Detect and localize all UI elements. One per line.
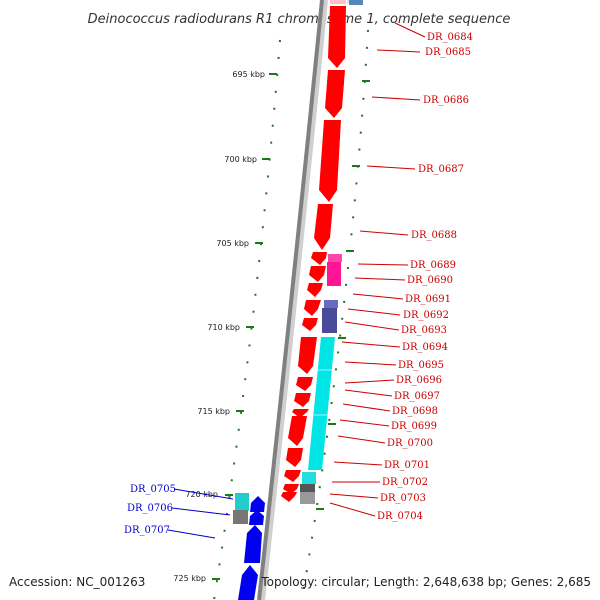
gene-label[interactable]: DR_0704 [377,511,423,522]
gene-dr0703[interactable] [281,492,297,502]
reverse-genes [238,496,265,600]
feature-blocks [233,254,342,524]
feature-magenta[interactable] [327,262,341,286]
gene-dr0691[interactable] [307,283,323,297]
right-gene-labels: DR_0684 DR_0685 DR_0686 DR_0687 DR_0688 … [377,32,473,522]
gene-label[interactable]: DR_0705 [130,484,176,495]
gene-dr0690[interactable] [309,266,326,282]
outer-tick-marks [316,80,370,510]
gene-label[interactable]: DR_0688 [411,230,457,241]
tick-label: 710 kbp [207,323,240,332]
gene-label[interactable]: DR_0698 [392,406,438,417]
gene-label[interactable]: DR_0694 [402,342,448,353]
gene-label[interactable]: DR_0701 [384,460,430,471]
tick-label: 725 kbp [173,574,206,583]
gene-label[interactable]: DR_0702 [382,477,428,488]
gene-label[interactable]: DR_0689 [410,260,456,271]
gene-dr0708[interactable] [238,565,258,600]
gene-label[interactable]: DR_0695 [398,360,444,371]
gene-label-connectors [329,22,426,517]
left-gene-labels: DR_0705 DR_0706 DR_0707 [124,484,176,536]
gene-dr0698[interactable] [292,409,309,418]
feature-grey-left[interactable] [233,510,248,524]
gene-label[interactable]: DR_0706 [127,503,173,514]
gene-dr0697[interactable] [294,393,311,407]
tick-label: 720 kbp [185,490,218,499]
gene-dr0692[interactable] [304,300,321,316]
gene-label[interactable]: DR_0697 [394,391,440,402]
gene-label[interactable]: DR_0691 [405,294,451,305]
forward-genes [281,0,363,502]
feature-grey-dark[interactable] [300,484,315,492]
gene-label[interactable]: DR_0696 [396,375,442,386]
gene-dr0685[interactable] [328,6,346,68]
feature-magenta-light[interactable] [328,254,342,262]
gene-label[interactable]: DR_0700 [387,438,433,449]
gene-dr0699[interactable] [288,416,307,446]
gene-dr0705[interactable] [250,496,265,512]
left-label-connectors [167,488,234,539]
gene-label[interactable]: DR_0707 [124,525,170,536]
gene-dr0688[interactable] [314,204,333,250]
gene-label[interactable]: DR_0685 [425,47,471,58]
tick-label: 700 kbp [224,155,257,164]
gene-label[interactable]: DR_0703 [380,493,426,504]
tick-label: 715 kbp [197,407,230,416]
gene-label[interactable]: DR_0690 [407,275,453,286]
feature-cyan-left[interactable] [235,493,249,511]
gene-label[interactable]: DR_0692 [403,310,449,321]
chromosome-backbone-shadow [259,0,328,600]
gene-label[interactable]: DR_0693 [401,325,447,336]
kbp-scale: 695 kbp 700 kbp 705 kbp 710 kbp 715 kbp … [173,70,277,583]
gene-label[interactable]: DR_0684 [427,32,473,43]
gene-dr0701[interactable] [284,470,301,482]
gene-dr0686[interactable] [325,70,345,118]
gene-dr0706[interactable] [249,510,264,525]
gene-label[interactable]: DR_0686 [423,95,469,106]
feature-cyan-end[interactable] [302,472,316,484]
accession-text: Accession: NC_001263 [9,575,145,589]
gene-dr0707[interactable] [244,525,262,563]
gene-dr0687[interactable] [319,120,341,202]
chromosome-backbone [257,0,324,600]
tick-label: 695 kbp [232,70,265,79]
gene-dr0689[interactable] [311,252,327,265]
gene-dr0693[interactable] [302,318,318,331]
feature-navy[interactable] [322,308,337,333]
topology-text: Topology: circular; Length: 2,648,638 bp… [260,575,591,589]
gene-dr0696[interactable] [296,377,313,391]
gene-label[interactable]: DR_0699 [391,421,437,432]
gene-dr0694[interactable] [298,337,317,374]
gene-dr0684[interactable] [330,0,346,4]
tick-label: 705 kbp [216,239,249,248]
gene-dr0700[interactable] [286,448,303,467]
gene-label[interactable]: DR_0687 [418,164,464,175]
gene-dr0702[interactable] [283,484,299,494]
gene-dr0685-head[interactable] [349,0,363,5]
feature-grey[interactable] [300,492,315,504]
feature-navy-light[interactable] [324,300,338,308]
map-title: Deinococcus radiodurans R1 chromosome 1,… [88,12,511,27]
